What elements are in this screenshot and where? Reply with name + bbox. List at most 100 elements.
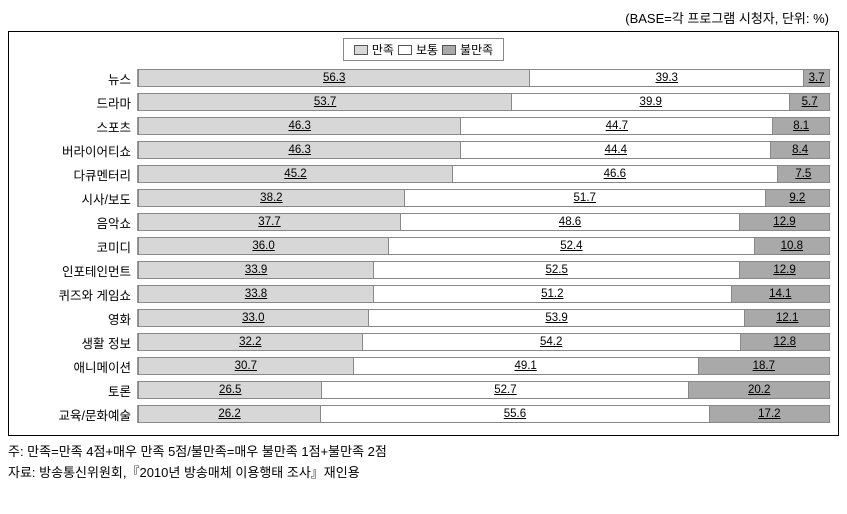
table-row: 시사/보도38.251.79.2 <box>17 187 830 209</box>
category-label: 버라이어티쇼 <box>17 141 137 160</box>
table-row: 영화33.0 53.9 12.1 <box>17 307 830 329</box>
bar-wrap: 46.3 44.4 8.4 <box>137 141 830 159</box>
bar-segment: 55.6 <box>321 405 710 423</box>
bar-value: 49.1 <box>514 360 536 372</box>
table-row: 스포츠 46.3 44.7 8.1 <box>17 115 830 137</box>
table-row: 버라이어티쇼46.3 44.4 8.4 <box>17 139 830 161</box>
bar-value: 38.2 <box>260 192 282 204</box>
bar-value: 32.2 <box>239 336 261 348</box>
bar-value: 44.7 <box>606 120 628 132</box>
bar-value: 3.7 <box>809 72 825 84</box>
bar-value: 12.8 <box>774 336 796 348</box>
footnote-source: 자료: 방송통신위원회,『2010년 방송매체 이용행태 조사』재인용 <box>8 463 839 484</box>
bar-segment: 46.3 <box>138 141 461 159</box>
bar-segment: 33.0 <box>138 309 369 327</box>
bar-value: 8.4 <box>792 144 808 156</box>
bar-segment: 30.7 <box>138 357 354 375</box>
bar-value: 26.2 <box>218 408 240 420</box>
table-row: 토론26.552.720.2 <box>17 379 830 401</box>
legend-item-satisfied: 만족 <box>354 41 394 58</box>
bar-segment: 48.6 <box>401 213 740 231</box>
bar-value: 52.4 <box>560 240 582 252</box>
category-label: 시사/보도 <box>17 189 137 208</box>
category-label: 뉴스 <box>17 69 137 88</box>
bar-segment: 12.9 <box>740 213 830 231</box>
table-row: 코미디36.052.410.8 <box>17 235 830 257</box>
bar-segment: 18.7 <box>699 357 830 375</box>
bar-segment: 10.8 <box>755 237 830 255</box>
bar-segment: 20.2 <box>689 381 830 399</box>
legend-swatch-neutral <box>398 45 412 55</box>
bar-value: 45.2 <box>284 168 306 180</box>
bar-segment: 33.8 <box>138 285 374 303</box>
table-row: 뉴스 56.3 39.3 3.7 <box>17 67 830 89</box>
bar-value: 55.6 <box>504 408 526 420</box>
bar-value: 33.8 <box>245 288 267 300</box>
bar-segment: 36.0 <box>138 237 389 255</box>
legend-label-dissatisfied: 불만족 <box>460 41 493 58</box>
bar-segment: 52.5 <box>374 261 740 279</box>
category-label: 다큐멘터리 <box>17 165 137 184</box>
bar-value: 12.9 <box>773 216 795 228</box>
category-label: 드라마 <box>17 93 137 112</box>
bar-segment: 46.3 <box>138 117 461 135</box>
bar-value: 46.3 <box>288 120 310 132</box>
table-row: 퀴즈와 게임쇼 33.8 51.2 14.1 <box>17 283 830 305</box>
category-label: 영화 <box>17 309 137 328</box>
bar-segment: 44.7 <box>461 117 773 135</box>
bar-segment: 17.2 <box>710 405 830 423</box>
bar-value: 33.9 <box>245 264 267 276</box>
bar-value: 37.7 <box>258 216 280 228</box>
table-row: 다큐멘터리 45.2 46.6 7.5 <box>17 163 830 185</box>
bar-segment: 56.3 <box>138 69 530 87</box>
bar-segment: 53.9 <box>369 309 746 327</box>
bar-segment: 26.2 <box>138 405 321 423</box>
category-label: 스포츠 <box>17 117 137 136</box>
bar-value: 53.7 <box>314 96 336 108</box>
bar-segment: 7.5 <box>778 165 830 183</box>
bar-value: 12.9 <box>773 264 795 276</box>
table-row: 음악쇼 37.7 48.6 12.9 <box>17 211 830 233</box>
bar-value: 52.5 <box>545 264 567 276</box>
bar-value: 51.7 <box>574 192 596 204</box>
bar-value: 44.4 <box>605 144 627 156</box>
chart-frame: 만족 보통 불만족 뉴스56.339.33.7드라마53.739.95.7스포츠… <box>8 31 839 436</box>
bar-segment: 51.2 <box>374 285 732 303</box>
bar-wrap: 46.3 44.7 8.1 <box>137 117 830 135</box>
bar-value: 46.6 <box>604 168 626 180</box>
bar-segment: 44.4 <box>461 141 771 159</box>
bar-segment: 39.3 <box>530 69 804 87</box>
bar-value: 39.9 <box>640 96 662 108</box>
bar-segment: 8.1 <box>773 117 830 135</box>
bar-value: 20.2 <box>748 384 770 396</box>
table-row: 애니메이션 30.7 49.1 18.7 <box>17 355 830 377</box>
category-label: 애니메이션 <box>17 357 137 376</box>
bar-value: 30.7 <box>235 360 257 372</box>
bar-segment: 52.7 <box>322 381 689 399</box>
bar-value: 36.0 <box>252 240 274 252</box>
legend-label-neutral: 보통 <box>416 41 438 58</box>
bar-segment: 49.1 <box>354 357 699 375</box>
bar-segment: 45.2 <box>138 165 453 183</box>
bar-value: 48.6 <box>559 216 581 228</box>
category-label: 생활 정보 <box>17 333 137 352</box>
bar-segment: 38.2 <box>138 189 405 207</box>
bar-value: 53.9 <box>545 312 567 324</box>
bar-wrap: 26.552.720.2 <box>137 381 830 399</box>
bar-segment: 8.4 <box>771 141 830 159</box>
bar-segment: 53.7 <box>138 93 512 111</box>
legend-item-neutral: 보통 <box>398 41 438 58</box>
bar-segment: 12.1 <box>745 309 830 327</box>
bar-segment: 46.6 <box>453 165 778 183</box>
category-label: 퀴즈와 게임쇼 <box>17 285 137 304</box>
bar-value: 7.5 <box>795 168 811 180</box>
table-row: 생활 정보32.254.212.8 <box>17 331 830 353</box>
bar-value: 51.2 <box>541 288 563 300</box>
category-label: 음악쇼 <box>17 213 137 232</box>
bar-segment: 14.1 <box>732 285 830 303</box>
bar-segment: 39.9 <box>512 93 790 111</box>
bar-value: 56.3 <box>323 72 345 84</box>
legend-swatch-dissatisfied <box>442 45 456 55</box>
legend: 만족 보통 불만족 <box>343 38 504 61</box>
bar-segment: 37.7 <box>138 213 401 231</box>
